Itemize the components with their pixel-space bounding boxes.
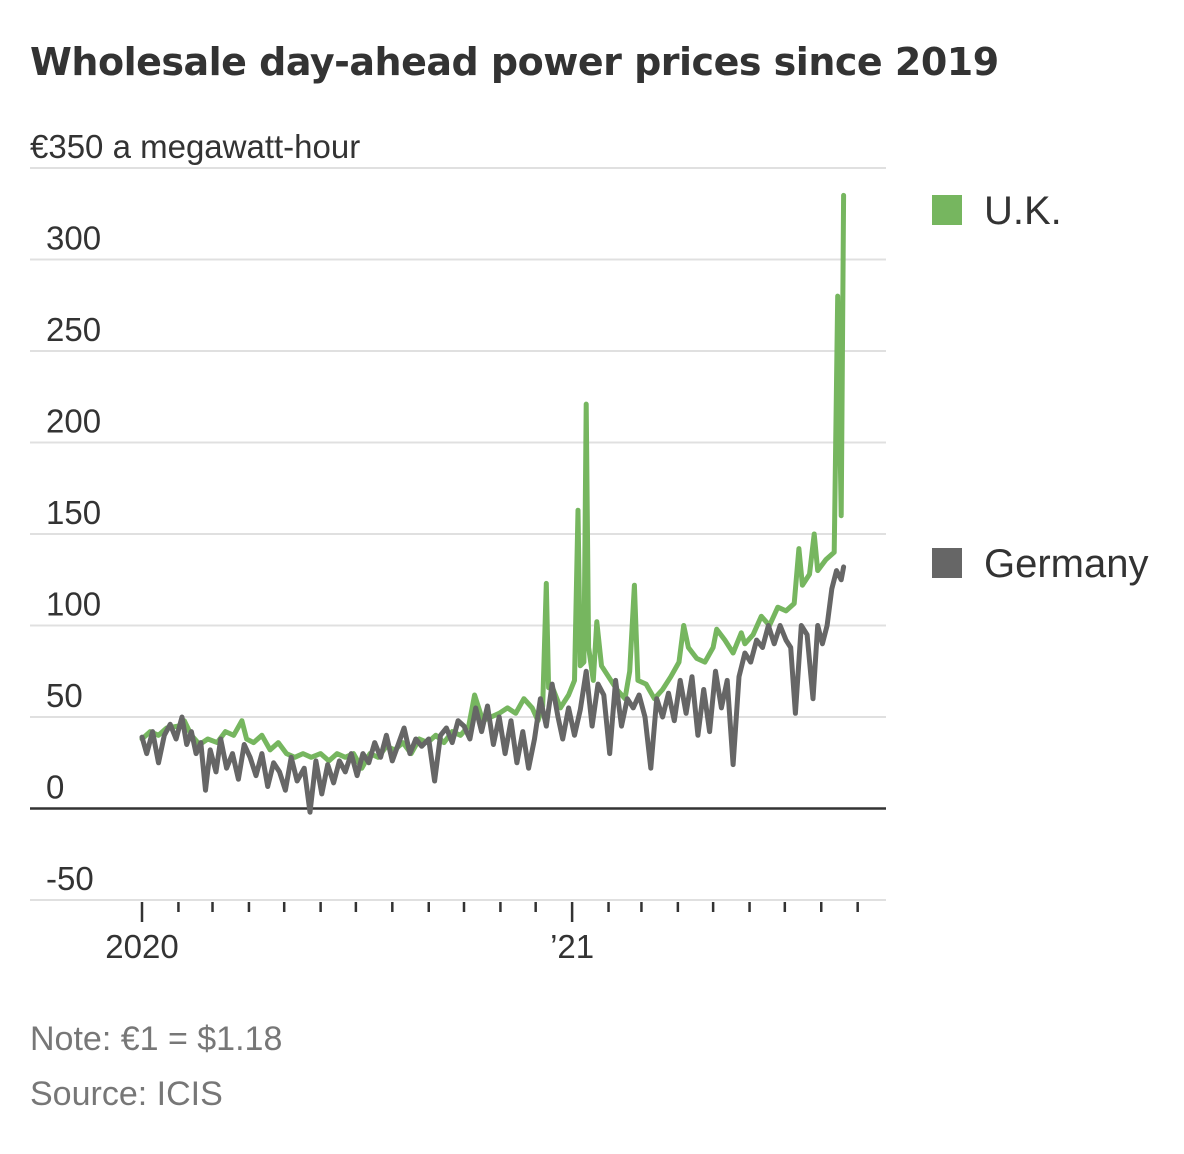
y-tick-label: -50: [46, 860, 94, 897]
y-tick-label: 0: [46, 769, 64, 806]
y-tick-label: 250: [46, 311, 101, 348]
legend-label: U.K.: [984, 189, 1062, 233]
x-tick-label: ’21: [550, 928, 594, 965]
footnote-source: Source: ICIS: [30, 1075, 223, 1113]
footnote-note: Note: €1 = $1.18: [30, 1020, 283, 1058]
y-tick-label: 100: [46, 586, 101, 623]
y-tick-label: 150: [46, 494, 101, 531]
x-axis: 2020 ’21: [105, 902, 859, 965]
x-tick-label: 2020: [105, 928, 178, 965]
series-line-germany: [139, 564, 847, 815]
y-tick-label: 200: [46, 403, 101, 440]
y-axis-unit-label: €350 a megawatt-hour: [30, 128, 360, 165]
legend-swatch: [932, 195, 962, 225]
series-lines: [139, 192, 847, 815]
y-axis-tick-labels: €350 a megawatt-hour 300 250 200 150 100 50 0 -5…: [30, 128, 360, 897]
chart-title: Wholesale day-ahead power prices since 2…: [30, 40, 999, 84]
series-line-u-k: [139, 192, 847, 771]
y-tick-label: 50: [46, 677, 83, 714]
legend: U.K. Germany: [932, 189, 1149, 586]
gridlines: [30, 167, 886, 901]
legend-label: Germany: [984, 542, 1149, 586]
legend-swatch: [932, 548, 962, 578]
chart: €350 a megawatt-hour 300 250 200 150 100 50 0 -5…: [30, 128, 1149, 965]
y-tick-label: 300: [46, 220, 101, 257]
